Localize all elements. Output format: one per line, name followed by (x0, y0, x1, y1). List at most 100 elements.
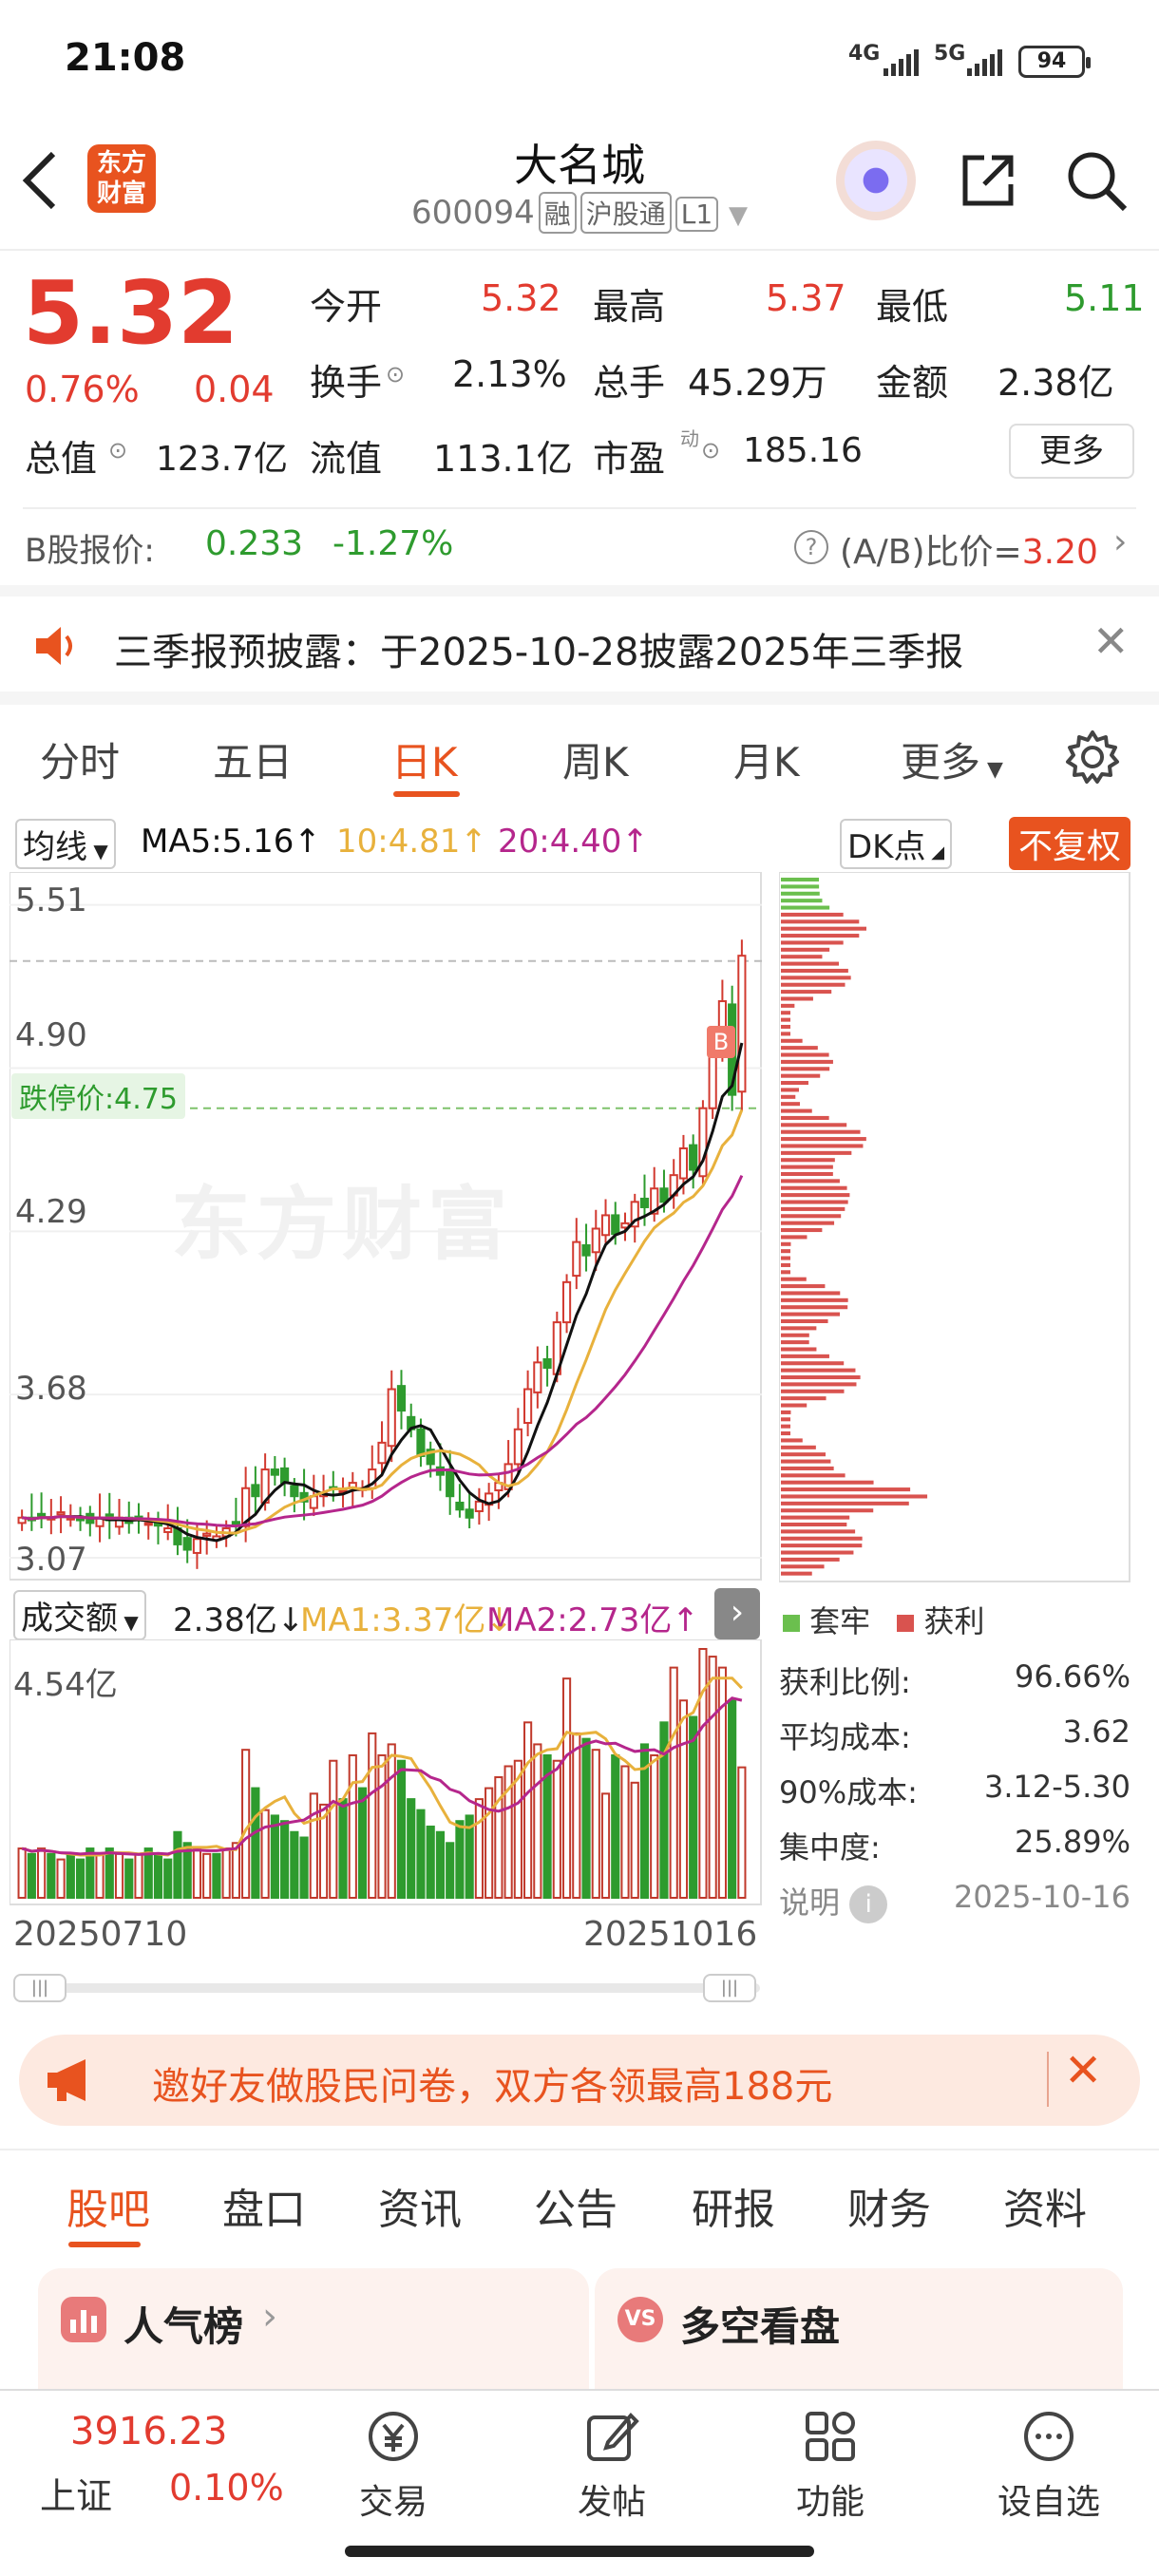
range-track[interactable] (13, 1983, 760, 1993)
pe-label[interactable]: 市盈 (593, 438, 666, 480)
tab-news[interactable]: 资讯 (378, 2186, 462, 2234)
chevron-right-icon[interactable]: › (1113, 522, 1128, 561)
info-icon[interactable]: ⊙ (108, 437, 128, 464)
chip-bar (781, 899, 823, 903)
chip-bar (781, 1165, 833, 1169)
ma-selector[interactable]: 均线 ▼ (15, 819, 116, 869)
close-icon[interactable]: ✕ (1064, 2044, 1103, 2097)
tab-forum[interactable]: 股吧 (66, 2186, 150, 2234)
share-icon[interactable] (958, 150, 1018, 211)
volume-bar (124, 1858, 134, 1900)
speaker-icon (32, 625, 82, 667)
ma10-label: 10:4.81↑ (336, 823, 487, 861)
ab-ratio[interactable]: (A/B)比价=3.20 (840, 524, 1098, 574)
tab-intraday[interactable]: 分时 (40, 739, 121, 786)
chip-bar (781, 1550, 854, 1555)
info-icon[interactable]: ⊙ (386, 361, 406, 388)
volume-bar (552, 1759, 561, 1900)
tab-monthly-k[interactable]: 月K (733, 739, 800, 786)
volume-bar (104, 1847, 114, 1900)
back-button[interactable] (21, 150, 59, 221)
volume-bar (717, 1666, 727, 1900)
nav-add-watchlist[interactable]: 设自选 (973, 2408, 1125, 2524)
gear-icon[interactable] (1064, 729, 1121, 786)
turnover-label[interactable]: 换手 (310, 362, 383, 404)
candle-body (192, 1538, 202, 1554)
tab-5day[interactable]: 五日 (213, 739, 294, 786)
invite-banner[interactable]: 邀好友做股民问卷，双方各领最高188元 ✕ (19, 2035, 1140, 2126)
tab-profile[interactable]: 资料 (1003, 2186, 1087, 2234)
close-icon[interactable]: ✕ (1092, 616, 1130, 667)
help-icon[interactable]: ? (794, 530, 828, 564)
candle-body (416, 1428, 426, 1457)
chip-bar (781, 1059, 833, 1064)
tab-weekly-k[interactable]: 周K (562, 739, 629, 786)
candle-body (446, 1470, 455, 1498)
dk-selector[interactable]: DK点 ◢ (840, 819, 953, 869)
candle-body (465, 1508, 474, 1519)
chip-bar (781, 1017, 790, 1022)
chip-bar (781, 1522, 847, 1527)
mktcap-label[interactable]: 总值 (25, 438, 98, 480)
tab-announcements[interactable]: 公告 (534, 2186, 618, 2234)
more-button[interactable]: 更多 (1009, 424, 1134, 479)
low-label: 最低 (876, 286, 949, 328)
info-icon[interactable]: ⊙ (701, 437, 721, 464)
nav-post[interactable]: 发帖 (536, 2408, 688, 2524)
kline-chart[interactable] (10, 872, 762, 1581)
chip-bar (781, 1318, 828, 1323)
chip-bar (781, 1241, 791, 1246)
candle-body (600, 1214, 611, 1237)
volume-selector[interactable]: 成交额 ▼ (13, 1590, 146, 1640)
index-value[interactable]: 3916.23 (70, 2410, 228, 2453)
chip-bar (781, 912, 844, 917)
index-change[interactable]: 0.10% (169, 2467, 284, 2509)
range-handle-right[interactable]: ||| (703, 1974, 756, 2002)
margin-tag: 融 (538, 192, 577, 234)
home-indicator[interactable] (345, 2546, 814, 2557)
range-handle-left[interactable]: ||| (13, 1974, 66, 2002)
chip-bar (781, 1277, 807, 1281)
candle-body (581, 1243, 591, 1257)
notice-text: 三季报预披露：于2025-10-28披露2025年三季报 (114, 631, 964, 674)
volume-value-text: 2.38亿 (173, 1601, 277, 1639)
chip-bar (781, 1046, 818, 1051)
nav-trade[interactable]: 交易 (317, 2408, 469, 2524)
tab-research[interactable]: 研报 (692, 2186, 775, 2234)
expand-arrow-button[interactable]: › (714, 1588, 760, 1639)
volume-bar (407, 1798, 416, 1900)
notice-bar[interactable]: 三季报预披露：于2025-10-28披露2025年三季报 ✕ (0, 597, 1159, 691)
volume-bar (465, 1814, 474, 1899)
nav-functions-label: 功能 (795, 2483, 864, 2522)
search-icon[interactable] (1064, 148, 1129, 213)
chip-note-row[interactable]: 说明 i 2025-10-16 (779, 1879, 1140, 1934)
volume-bar (513, 1759, 522, 1900)
chip-bar (781, 878, 820, 882)
volume-legend: 成交额 ▼ 2.38亿↓ MA1:3.37亿↓ MA2:2.73亿↑ › (0, 1588, 760, 1640)
chip-bar (781, 1312, 841, 1316)
tab-orderbook[interactable]: 盘口 (222, 2186, 306, 2234)
stock-code-line[interactable]: 600094 融沪股通 L1 ▼ (0, 192, 1159, 234)
candle-body (572, 1241, 581, 1278)
y-label-max: 5.51 (15, 881, 87, 919)
tab-daily-k[interactable]: 日K (391, 739, 458, 786)
volume-bar (542, 1753, 552, 1899)
volume-bar (689, 1715, 698, 1899)
tab-more[interactable]: 更多 ▼ (901, 730, 1003, 788)
volume-bar (163, 1858, 173, 1900)
info-icon[interactable]: i (849, 1885, 888, 1923)
assistant-avatar[interactable] (836, 141, 916, 220)
index-name[interactable]: 上证 (40, 2475, 113, 2517)
mktcap-value: 123.7亿 (156, 440, 289, 479)
chip-bar (781, 1067, 830, 1071)
chip-bar (781, 1088, 799, 1092)
nav-functions[interactable]: 功能 (754, 2408, 906, 2524)
chip-bar (781, 1564, 825, 1569)
quote-panel: 5.32 0.76% 0.04 今开 5.32 最高 5.37 最低 5.11 … (0, 253, 1159, 500)
adjust-button[interactable]: 不复权 (1009, 817, 1131, 870)
buy-marker[interactable]: B (707, 1026, 735, 1058)
chip-bar (781, 1445, 816, 1449)
tab-finance[interactable]: 财务 (847, 2186, 931, 2234)
chip-bar (781, 1038, 803, 1043)
grid-icon (802, 2408, 859, 2465)
